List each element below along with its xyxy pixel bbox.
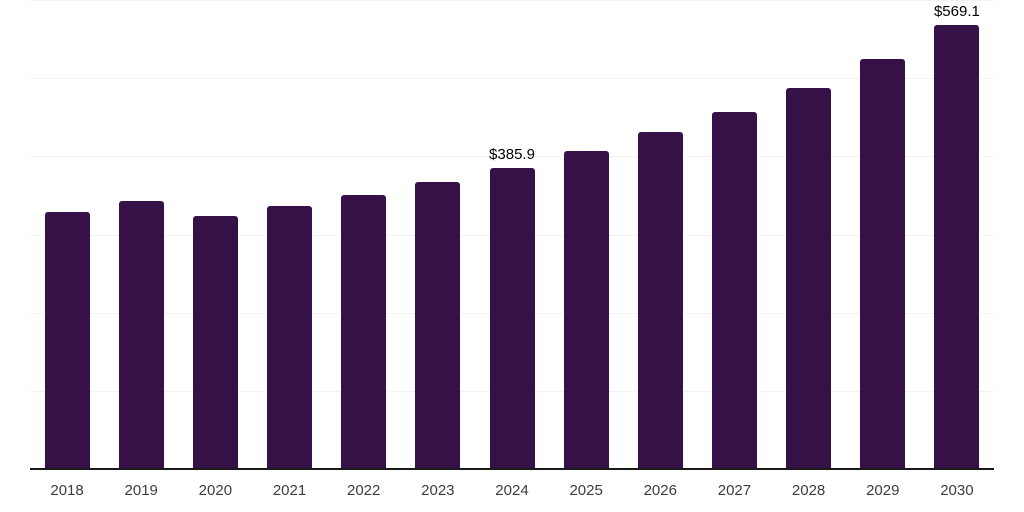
gridline-y-400 xyxy=(30,156,994,158)
plot-area: $385.9 $569.1 xyxy=(30,0,994,470)
bar-value-label-2030: $569.1 xyxy=(933,3,980,21)
x-tick-label-2024: 2024 xyxy=(495,482,529,499)
x-tick-label-2020: 2020 xyxy=(198,482,233,499)
x-tick-label-2025: 2025 xyxy=(569,482,603,499)
bar-2024 xyxy=(489,168,535,470)
gridline-y-600 xyxy=(30,0,994,1)
x-tick-label-2027: 2027 xyxy=(717,482,752,499)
x-axis-line xyxy=(30,468,994,470)
x-tick-label-2028: 2028 xyxy=(791,482,826,499)
bar-value-label-2024: $385.9 xyxy=(489,146,535,164)
x-tick-label-2026: 2026 xyxy=(643,482,677,499)
x-tick-label-2022: 2022 xyxy=(346,482,381,499)
bar-2026 xyxy=(637,132,683,470)
bar-2021 xyxy=(267,206,313,470)
x-tick-label-2021: 2021 xyxy=(272,482,307,499)
bar-2030 xyxy=(934,25,980,470)
x-tick-label-2019: 2019 xyxy=(124,482,158,499)
x-tick-label-2030: 2030 xyxy=(940,482,974,499)
bar-2019 xyxy=(118,201,164,470)
bar-2027 xyxy=(711,111,757,470)
x-tick-label-2018: 2018 xyxy=(50,482,84,499)
bar-2025 xyxy=(563,151,609,470)
x-tick-label-2023: 2023 xyxy=(421,482,455,499)
bar-2028 xyxy=(786,87,832,470)
x-axis: 2018 2019 2020 2021 2022 2023 2024 2025 2026 2027… xyxy=(30,470,994,512)
bar-2029 xyxy=(860,58,906,470)
gridline-y-500 xyxy=(30,78,994,80)
bar-2023 xyxy=(415,182,461,470)
bar-2022 xyxy=(341,195,387,470)
x-tick-label-2029: 2029 xyxy=(866,482,900,499)
bar-2018 xyxy=(44,212,90,470)
bar-2020 xyxy=(192,215,238,470)
